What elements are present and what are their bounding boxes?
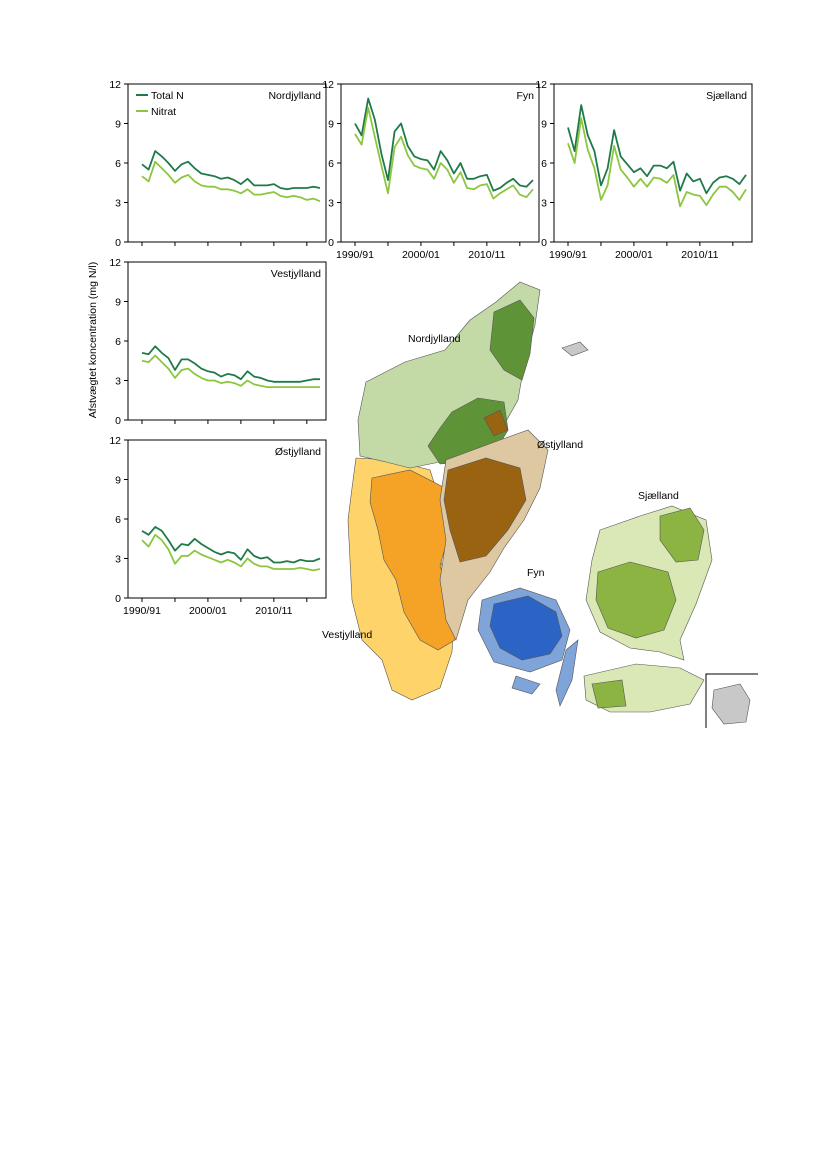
map-catchments-lolland bbox=[591, 679, 627, 709]
y-tick-label-fyn-6: 6 bbox=[328, 158, 334, 170]
x-tick-label-fyn-1990-91: 1990/91 bbox=[336, 249, 374, 261]
panel-frame-sjaelland bbox=[553, 83, 753, 243]
map-label-fyn: Fyn bbox=[527, 567, 545, 579]
map-catchments-sjaelland bbox=[595, 561, 677, 639]
y-axis-label: Afstvægtet koncentration (mg N/l) bbox=[87, 262, 99, 418]
y-tick-label-nordjylland-0: 0 bbox=[115, 237, 121, 249]
map-island-langeland bbox=[555, 639, 579, 707]
y-tick-label-ostjylland-0: 0 bbox=[115, 593, 121, 605]
map-label-ostjylland: Østjylland bbox=[537, 439, 583, 451]
panel-title-sjaelland: Sjælland bbox=[706, 90, 747, 102]
y-tick-label-vestjylland-3: 3 bbox=[115, 376, 121, 388]
x-tick-label-ostjylland-2000-01: 2000/01 bbox=[189, 605, 227, 617]
legend-label-total-n: Total N bbox=[151, 90, 184, 102]
y-tick-label-sjaelland-0: 0 bbox=[541, 237, 547, 249]
panel-sjaelland: 0 3 6 9 12 1990/91 2000/01 2010/11 Sjælland bbox=[535, 79, 753, 261]
x-tick-label-fyn-2010-11: 2010/11 bbox=[468, 249, 505, 261]
y-tick-label-sjaelland-3: 3 bbox=[541, 198, 547, 210]
x-tick-label-fyn-2000-01: 2000/01 bbox=[402, 249, 440, 261]
y-tick-label-nordjylland-9: 9 bbox=[115, 119, 121, 131]
series-line-ostjylland-total-n bbox=[141, 526, 321, 564]
legend: Total N Nitrat bbox=[136, 90, 184, 118]
panel-title-ostjylland: Østjylland bbox=[275, 446, 321, 458]
map-island-aero bbox=[511, 675, 541, 695]
y-tick-label-ostjylland-6: 6 bbox=[115, 514, 121, 526]
y-tick-label-nordjylland-6: 6 bbox=[115, 158, 121, 170]
map-catchments-ostjylland bbox=[443, 457, 527, 563]
x-tick-label-sjaelland-2000-01: 2000/01 bbox=[615, 249, 653, 261]
y-tick-label-sjaelland-9: 9 bbox=[541, 119, 547, 131]
map-catchments-ostjylland-2 bbox=[483, 409, 509, 437]
panel-title-vestjylland: Vestjylland bbox=[271, 268, 321, 280]
series-line-ostjylland-nitrat bbox=[141, 533, 321, 572]
x-tick-label-sjaelland-2010-11: 2010/11 bbox=[681, 249, 718, 261]
x-tick-label-ostjylland-1990-91: 1990/91 bbox=[123, 605, 161, 617]
series-line-fyn-nitrat bbox=[354, 106, 534, 200]
panel-frame-fyn bbox=[340, 83, 540, 243]
x-tick-label-ostjylland-2010-11: 2010/11 bbox=[255, 605, 292, 617]
y-tick-label-sjaelland-12: 12 bbox=[535, 79, 547, 91]
map-catchments-fyn bbox=[489, 595, 563, 661]
panel-frame-nordjylland bbox=[127, 83, 327, 243]
denmark-map bbox=[347, 281, 758, 728]
bornholm-inset-frame bbox=[705, 673, 758, 728]
y-tick-label-nordjylland-3: 3 bbox=[115, 198, 121, 210]
panel-title-nordjylland: Nordjylland bbox=[268, 90, 321, 102]
panel-vestjylland: 0 3 6 9 12 Vestjylland bbox=[109, 257, 327, 427]
panel-frame-vestjylland bbox=[127, 261, 327, 421]
map-island-laeso bbox=[561, 341, 589, 357]
y-tick-label-vestjylland-6: 6 bbox=[115, 336, 121, 348]
y-tick-label-fyn-9: 9 bbox=[328, 119, 334, 131]
series-line-sjaelland-nitrat bbox=[567, 117, 747, 208]
series-line-nordjylland-total-n bbox=[141, 150, 321, 191]
x-tick-label-sjaelland-1990-91: 1990/91 bbox=[549, 249, 587, 261]
y-tick-label-vestjylland-0: 0 bbox=[115, 415, 121, 427]
y-tick-label-vestjylland-12: 12 bbox=[109, 257, 121, 269]
panel-ostjylland: 0 3 6 9 12 1990/91 2000/01 2010/11 Østjylland bbox=[109, 435, 327, 617]
series-line-vestjylland-total-n bbox=[141, 345, 320, 383]
y-tick-label-sjaelland-6: 6 bbox=[541, 158, 547, 170]
map-label-vestjylland: Vestjylland bbox=[322, 629, 372, 641]
panel-nordjylland: 0 3 6 9 12 Nordjylland bbox=[109, 79, 327, 249]
map-island-bornholm bbox=[711, 683, 751, 725]
map-label-nordjylland: Nordjylland bbox=[408, 333, 461, 345]
series-line-sjaelland-total-n bbox=[567, 104, 747, 195]
panel-frame-ostjylland bbox=[127, 439, 327, 599]
series-line-fyn-total-n bbox=[354, 97, 534, 192]
y-tick-label-fyn-12: 12 bbox=[322, 79, 334, 91]
y-tick-label-fyn-3: 3 bbox=[328, 198, 334, 210]
y-tick-label-ostjylland-3: 3 bbox=[115, 554, 121, 566]
series-line-nordjylland-nitrat bbox=[141, 160, 321, 203]
legend-label-nitrat: Nitrat bbox=[151, 106, 176, 118]
map-catchments-nordjylland bbox=[489, 299, 535, 381]
map-label-sjaelland: Sjælland bbox=[638, 490, 679, 502]
panel-title-fyn: Fyn bbox=[516, 90, 534, 102]
y-tick-label-ostjylland-9: 9 bbox=[115, 475, 121, 487]
y-tick-label-ostjylland-12: 12 bbox=[109, 435, 121, 447]
series-line-vestjylland-nitrat bbox=[141, 354, 320, 389]
map-labels: Nordjylland Østjylland Sjælland Fyn Vest… bbox=[322, 333, 679, 641]
map-catchments-sjaelland-2 bbox=[659, 507, 705, 563]
y-tick-label-nordjylland-12: 12 bbox=[109, 79, 121, 91]
bornholm-inset bbox=[705, 673, 758, 728]
y-tick-label-fyn-0: 0 bbox=[328, 237, 334, 249]
y-tick-label-vestjylland-9: 9 bbox=[115, 297, 121, 309]
panel-fyn: 0 3 6 9 12 1990/91 2000/01 2010/11 Fyn bbox=[322, 79, 540, 261]
